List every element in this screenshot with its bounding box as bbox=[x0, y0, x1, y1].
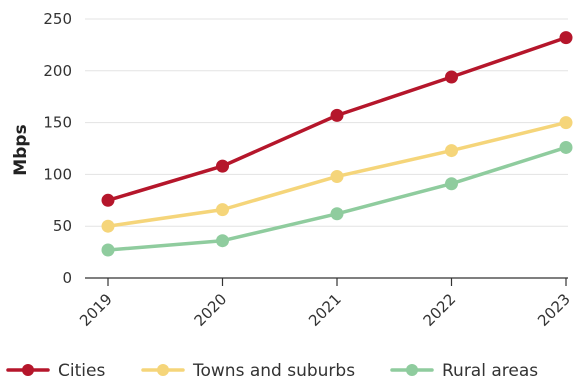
gridlines bbox=[85, 18, 568, 227]
legend-item: Cities bbox=[6, 361, 105, 381]
data-point bbox=[216, 203, 229, 217]
y-axis-ticks: 0 50 100 150 200 250 bbox=[43, 10, 72, 287]
data-point bbox=[559, 116, 573, 130]
y-axis-title: Mbps bbox=[11, 124, 31, 175]
series-line bbox=[106, 145, 568, 252]
y-tick-label: 0 bbox=[62, 269, 72, 287]
y-tick-label: 150 bbox=[43, 114, 72, 132]
series-layer bbox=[101, 31, 573, 257]
y-tick-label: 100 bbox=[43, 165, 72, 183]
data-point bbox=[445, 144, 458, 158]
x-axis: 2019 2020 2021 2022 2023 bbox=[76, 277, 574, 330]
data-point bbox=[330, 207, 344, 221]
series-rural-areas bbox=[101, 140, 573, 257]
data-point bbox=[216, 234, 229, 248]
legend-marker bbox=[22, 364, 34, 376]
legend: Cities Towns and suburbs Rural areas bbox=[6, 361, 538, 381]
x-tick-label: 2023 bbox=[534, 290, 574, 330]
legend-item: Towns and suburbs bbox=[141, 361, 355, 381]
series-towns-and-suburbs bbox=[101, 116, 573, 233]
series-cities bbox=[101, 31, 573, 207]
legend-label: Towns and suburbs bbox=[192, 361, 355, 381]
data-point bbox=[101, 193, 115, 207]
x-tick-label: 2021 bbox=[305, 290, 345, 330]
data-point bbox=[559, 31, 573, 45]
x-tick-label: 2022 bbox=[420, 290, 460, 330]
data-point bbox=[445, 177, 458, 191]
legend-label: Rural areas bbox=[442, 361, 538, 381]
legend-item: Rural areas bbox=[390, 361, 538, 381]
x-tick-label: 2019 bbox=[76, 290, 116, 330]
data-point bbox=[445, 70, 458, 84]
y-tick-label: 200 bbox=[43, 62, 72, 80]
data-point bbox=[559, 140, 573, 154]
y-tick-label: 50 bbox=[53, 217, 72, 235]
legend-marker bbox=[406, 364, 418, 376]
legend-marker bbox=[157, 364, 169, 376]
data-point bbox=[101, 219, 115, 233]
data-point bbox=[330, 108, 344, 122]
data-point bbox=[101, 243, 115, 257]
x-tick-label: 2020 bbox=[191, 290, 231, 330]
y-tick-label: 250 bbox=[43, 10, 72, 28]
data-point bbox=[330, 169, 344, 183]
legend-label: Cities bbox=[58, 361, 105, 381]
data-point bbox=[216, 159, 229, 173]
